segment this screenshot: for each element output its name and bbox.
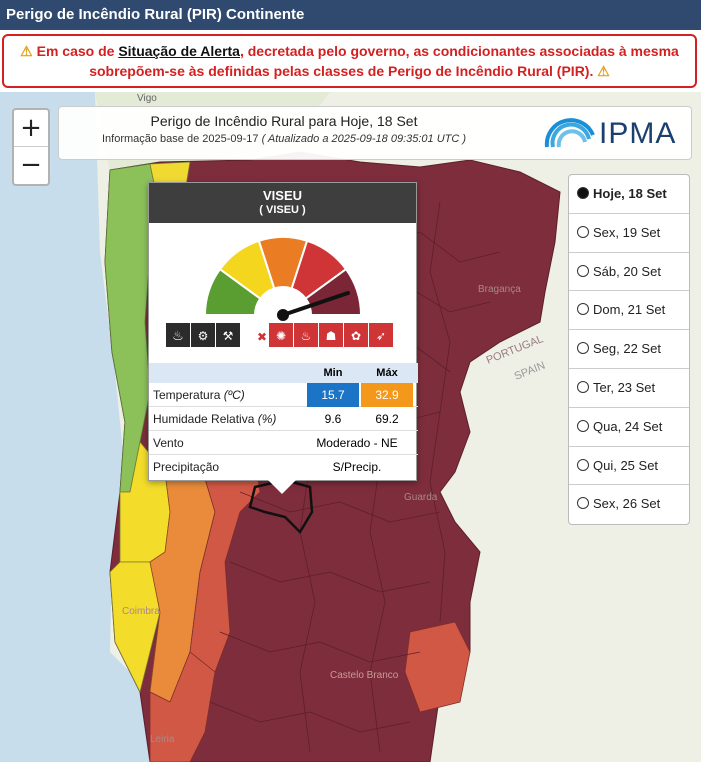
- day-label: Sex, 19 Set: [593, 224, 661, 240]
- radio-icon: [577, 225, 589, 238]
- beekeeping-icon: [344, 323, 368, 347]
- day-label: Ter, 23 Set: [593, 379, 656, 395]
- svg-text:⚙: ⚙: [198, 329, 209, 343]
- col-min: Min: [323, 367, 343, 379]
- zoom-out-button[interactable]: −: [20, 150, 42, 180]
- day-option-0[interactable]: Hoje, 18 Set: [569, 175, 689, 214]
- map-subtitle: Informação base de 2025-09-17 ( Atualiza…: [59, 133, 509, 145]
- day-label: Dom, 21 Set: [593, 302, 666, 318]
- table-row-humidity: Humidade Relativa (%) 9.6 69.2: [149, 407, 418, 431]
- gauge-needle-hub: [277, 309, 289, 321]
- burning-icon: [166, 323, 190, 347]
- precip-label: Precipitação: [153, 460, 220, 474]
- ipma-logo-icon: [544, 118, 595, 148]
- table-header-row: Min Máx: [149, 363, 418, 383]
- temp-min-value: 15.7: [307, 383, 359, 407]
- allowed-activity-icons: ♨ ⚙ ⚒: [166, 323, 240, 347]
- table-row-wind: Vento Moderado - NE: [149, 431, 418, 455]
- gauge-needle: [281, 291, 350, 317]
- fireworks-icon: [269, 323, 293, 347]
- svg-text:✿: ✿: [351, 329, 361, 343]
- alert-text-after: , decretada pelo governo, as condicionan…: [89, 43, 679, 79]
- wind-label: Vento: [153, 436, 184, 450]
- map-label-leiria: Leiria: [150, 734, 175, 745]
- map-label-vigo: Vigo: [137, 93, 157, 104]
- ipma-logo-text: IPMA: [599, 117, 677, 150]
- day-label: Seg, 22 Set: [593, 341, 661, 357]
- day-option-5[interactable]: Ter, 23 Set: [569, 369, 689, 408]
- temp-max-value: 32.9: [361, 383, 413, 407]
- map-label-coimbra: Coimbra: [122, 606, 160, 617]
- day-option-6[interactable]: Qua, 24 Set: [569, 408, 689, 447]
- fire-icon: [294, 323, 318, 347]
- prohibited-icon: ✖: [257, 330, 267, 344]
- radio-icon: [577, 458, 589, 471]
- day-label: Qua, 24 Set: [593, 418, 663, 434]
- svg-text:☗: ☗: [326, 329, 337, 343]
- col-max: Máx: [376, 367, 398, 379]
- hum-min-value: 9.6: [324, 412, 342, 426]
- day-option-8[interactable]: Sex, 26 Set: [569, 485, 689, 524]
- zoom-in-button[interactable]: +: [14, 110, 48, 147]
- table-row-precipitation: Precipitação S/Precip.: [149, 455, 418, 479]
- humidity-label: Humidade Relativa (%): [153, 412, 277, 426]
- machinery-icon: [191, 323, 215, 347]
- radio-icon: [577, 497, 589, 510]
- map-label-guarda: Guarda: [404, 492, 438, 503]
- day-label: Qui, 25 Set: [593, 457, 659, 473]
- day-label: Sáb, 20 Set: [593, 263, 661, 279]
- tools-icon: [216, 323, 240, 347]
- day-option-4[interactable]: Seg, 22 Set: [569, 330, 689, 369]
- radio-icon: [577, 264, 589, 277]
- red-zone-east: [404, 621, 471, 713]
- prohibited-activity-icons: ✺ ♨ ☗ ✿ ➶: [269, 323, 393, 347]
- warning-icon: ⚠: [20, 43, 33, 59]
- popup-header: VISEU ( VISEU ): [149, 183, 416, 223]
- svg-text:✺: ✺: [276, 329, 286, 343]
- base-info: Informação base de 2025-09-17: [101, 133, 259, 145]
- warning-icon: ⚠: [597, 63, 610, 79]
- radio-icon: [577, 419, 589, 432]
- day-selector: Hoje, 18 Set Sex, 19 Set Sáb, 20 Set Dom…: [568, 174, 690, 525]
- alert-link[interactable]: Situação de Alerta: [118, 43, 240, 59]
- svg-text:♨: ♨: [301, 329, 312, 343]
- map-label-castelo-branco: Castelo Branco: [330, 670, 399, 681]
- zoom-control: + −: [12, 108, 50, 186]
- barbecue-icon: [319, 323, 343, 347]
- popup-pointer: [268, 480, 296, 494]
- alert-text-before: Em caso de: [36, 43, 119, 59]
- page-title: Perigo de Incêndio Rural para Hoje, 18 S…: [150, 113, 418, 129]
- municipality-popup: VISEU ( VISEU ) ♨ ⚙ ⚒ ✖ ✺ ♨ ☗: [148, 182, 418, 481]
- day-label: Sex, 26 Set: [593, 496, 661, 512]
- yellow-zone-south: [109, 561, 161, 694]
- hum-max-value: 69.2: [375, 412, 399, 426]
- window-title: Perigo de Incêndio Rural (PIR) Continent…: [0, 0, 701, 30]
- weather-table: Min Máx Temperatura (ºC) 15.7 32.9 Humid…: [149, 363, 418, 479]
- rocket-icon: [369, 323, 393, 347]
- updated-info: ( Atualizado a 2025-09-18 09:35:01 UTC ): [261, 133, 467, 145]
- day-option-1[interactable]: Sex, 19 Set: [569, 214, 689, 253]
- radio-icon: [577, 380, 589, 393]
- popup-district: VISEU: [262, 188, 302, 203]
- danger-gauge: ♨ ⚙ ⚒ ✖ ✺ ♨ ☗ ✿ ➶: [166, 236, 393, 347]
- radio-icon: [577, 342, 589, 355]
- day-option-2[interactable]: Sáb, 20 Set: [569, 253, 689, 292]
- day-option-3[interactable]: Dom, 21 Set: [569, 291, 689, 331]
- svg-text:♨: ♨: [172, 329, 184, 344]
- svg-text:➶: ➶: [376, 329, 386, 343]
- temperature-label: Temperatura (ºC): [153, 388, 245, 402]
- popup-concelho: ( VISEU ): [259, 204, 306, 216]
- radio-icon: [577, 303, 589, 316]
- day-option-7[interactable]: Qui, 25 Set: [569, 447, 689, 486]
- day-label: Hoje, 18 Set: [593, 186, 667, 201]
- precip-value: S/Precip.: [332, 460, 382, 474]
- map-label-braganca: Bragança: [478, 284, 521, 295]
- table-row-temperature: Temperatura (ºC) 15.7 32.9: [149, 383, 418, 407]
- map-header-card: Perigo de Incêndio Rural para Hoje, 18 S…: [58, 106, 692, 160]
- ipma-logo: IPMA: [543, 115, 683, 151]
- radio-icon: [577, 187, 589, 199]
- svg-text:⚒: ⚒: [223, 329, 234, 343]
- alert-banner: ⚠ Em caso de Situação de Alerta, decreta…: [2, 34, 697, 88]
- wind-value: Moderado - NE: [316, 436, 398, 450]
